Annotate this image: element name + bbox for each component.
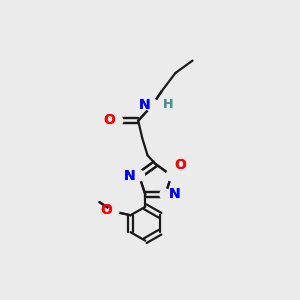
Circle shape [166, 170, 177, 181]
Text: N: N [169, 188, 181, 202]
Text: H: H [163, 98, 173, 111]
Text: H: H [163, 98, 173, 111]
Text: N: N [139, 98, 151, 112]
Text: O: O [103, 113, 115, 127]
Text: N: N [169, 188, 181, 202]
Circle shape [160, 189, 171, 200]
Text: O: O [175, 158, 187, 172]
Text: O: O [100, 203, 112, 217]
Text: N: N [139, 98, 151, 112]
Circle shape [112, 115, 123, 126]
Circle shape [134, 170, 145, 181]
Circle shape [146, 99, 158, 112]
Text: O: O [100, 203, 112, 217]
Text: O: O [103, 113, 115, 127]
Text: N: N [124, 169, 135, 182]
Text: N: N [124, 169, 135, 182]
Circle shape [108, 206, 119, 217]
Text: O: O [175, 158, 187, 172]
